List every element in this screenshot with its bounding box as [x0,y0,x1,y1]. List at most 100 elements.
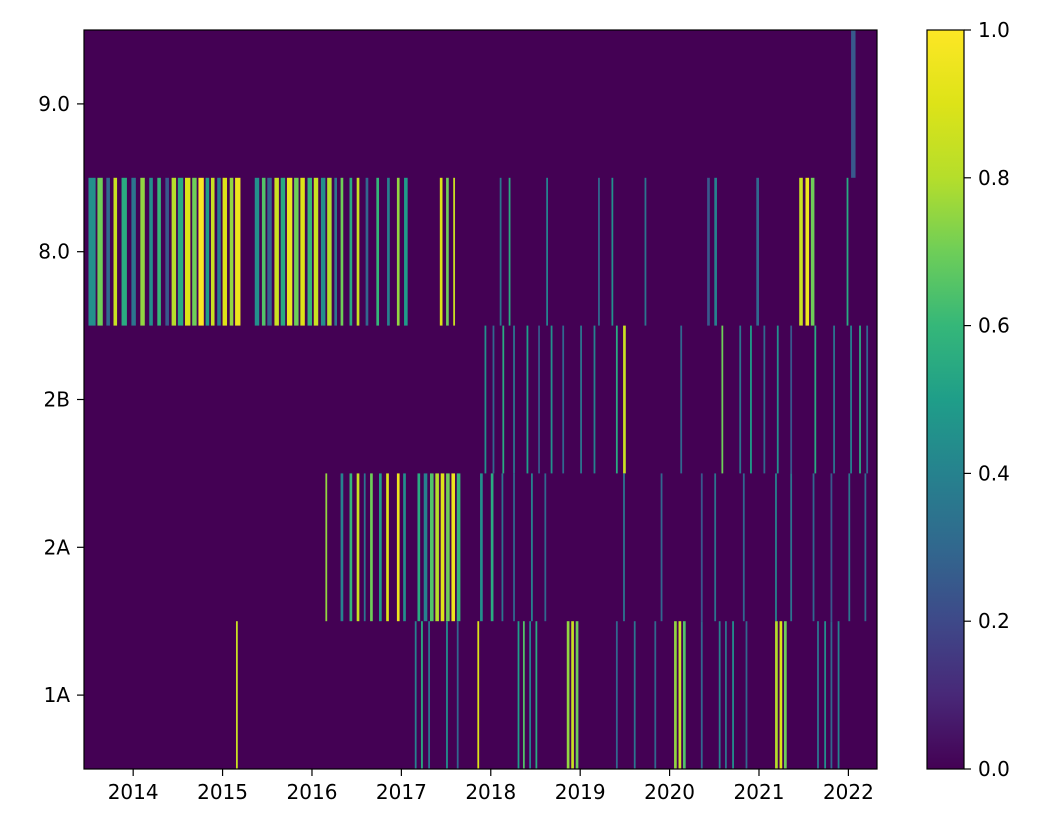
heatmap-cell [88,177,96,326]
heatmap-cell [456,473,461,622]
heatmap-cell [544,473,547,622]
heatmap-cell [403,473,406,622]
heatmap-cell [674,621,677,769]
heatmap-cell [721,325,724,474]
heatmap-cell [349,177,353,326]
colorbar-gradient [927,30,964,769]
heatmap-cell [451,473,456,622]
heatmap-cell [149,177,153,326]
heatmap-cell [732,621,734,769]
x-tick-label: 2018 [465,780,516,804]
heatmap-cell [404,177,408,326]
heatmap-cell [571,621,574,769]
heatmap-cell [334,177,338,326]
heatmap-cell [499,177,502,326]
heatmap-cell [222,177,228,326]
heatmap-cell [775,621,778,769]
heatmap-cell [566,621,570,769]
y-tick-label: 8.0 [38,240,70,264]
heatmap-cell [446,177,449,326]
heatmap-cell [157,177,161,326]
heatmap-cell [198,177,204,326]
heatmap-cell [113,177,118,326]
heatmap-cell [776,325,779,474]
heatmap-cell [386,473,389,622]
heatmap-cell [396,177,400,326]
heatmap-cell [660,473,663,622]
heatmap-cell [864,473,867,622]
heatmap-cells [88,30,869,769]
heatmap-cell [790,473,793,622]
heatmap-cell [750,325,752,474]
plot-area [83,29,878,770]
heatmap-cell [611,177,614,326]
heatmap-cell [526,325,529,474]
heatmap-cell [340,473,344,622]
x-tick-label: 2021 [734,780,785,804]
heatmap-cell [235,621,238,769]
heatmap-cell [356,473,360,622]
heatmap-cell [784,621,787,769]
heatmap-cell [575,621,579,769]
heatmap-cell [718,621,721,769]
heatmap-cell [633,621,636,769]
heatmap-cell [810,177,815,326]
heatmap-cell [562,325,565,474]
x-tick-label: 2019 [555,780,606,804]
heatmap-cell [707,177,710,326]
heatmap-cell [210,177,215,326]
heatmap-cell [480,473,483,622]
heatmap-cell [453,177,456,326]
heatmap-cell [501,473,504,622]
heatmap-cell [508,177,511,326]
heatmap-cell [387,177,390,326]
heatmap-cell [446,473,450,622]
heatmap-cell [756,177,759,326]
y-axis: 1A 2A 2B 8.0 9.0 [38,92,84,707]
heatmap-cell [423,473,428,622]
heatmap-cell [417,473,421,622]
heatmap-cell [439,177,443,326]
heatmap-cell [356,177,360,326]
heatmap-cell [477,621,480,769]
heatmap-cell [274,177,279,326]
heatmap-cell [261,177,266,326]
heatmap-cell [615,325,618,474]
heatmap-cell [131,177,136,326]
heatmap-cell [714,473,717,622]
heatmap-cell [376,177,380,326]
heatmap-cell [502,325,505,474]
plot-background [84,30,877,769]
colorbar-tick-label: 0.4 [978,461,1010,485]
heatmap-cell [763,325,766,474]
heatmap-cell [254,177,260,326]
heatmap-cell [859,325,861,474]
heatmap-cell [700,473,703,622]
heatmap-cell [535,621,538,769]
heatmap-cell [349,473,353,622]
x-tick-label: 2020 [644,780,695,804]
heatmap-cell [171,177,177,326]
heatmap-cell [846,177,849,326]
heatmap-cell [121,177,127,326]
heatmap-cell [593,325,596,474]
heatmap-cell [313,177,319,326]
heatmap-cell [799,177,803,326]
x-axis: 2014 2015 2016 2017 2018 2019 2020 2021 2022 [108,769,874,804]
y-tick-label: 9.0 [38,92,70,116]
heatmap-cell [421,621,423,769]
heatmap-cell [725,621,727,769]
heatmap-cell [538,325,540,474]
heatmap-cell [654,621,657,769]
heatmap-cell [851,30,856,178]
heatmap-cell [812,473,815,622]
x-tick-label: 2015 [197,780,248,804]
colorbar-tick-label: 0.8 [978,166,1010,190]
heatmap-cell [817,621,819,769]
heatmap-cell [833,325,835,474]
heatmap-cell [363,473,366,622]
heatmap-cell [286,177,293,326]
heatmap-cell [300,177,305,326]
heatmap-cell [235,177,241,326]
heatmap-cell [320,177,326,326]
